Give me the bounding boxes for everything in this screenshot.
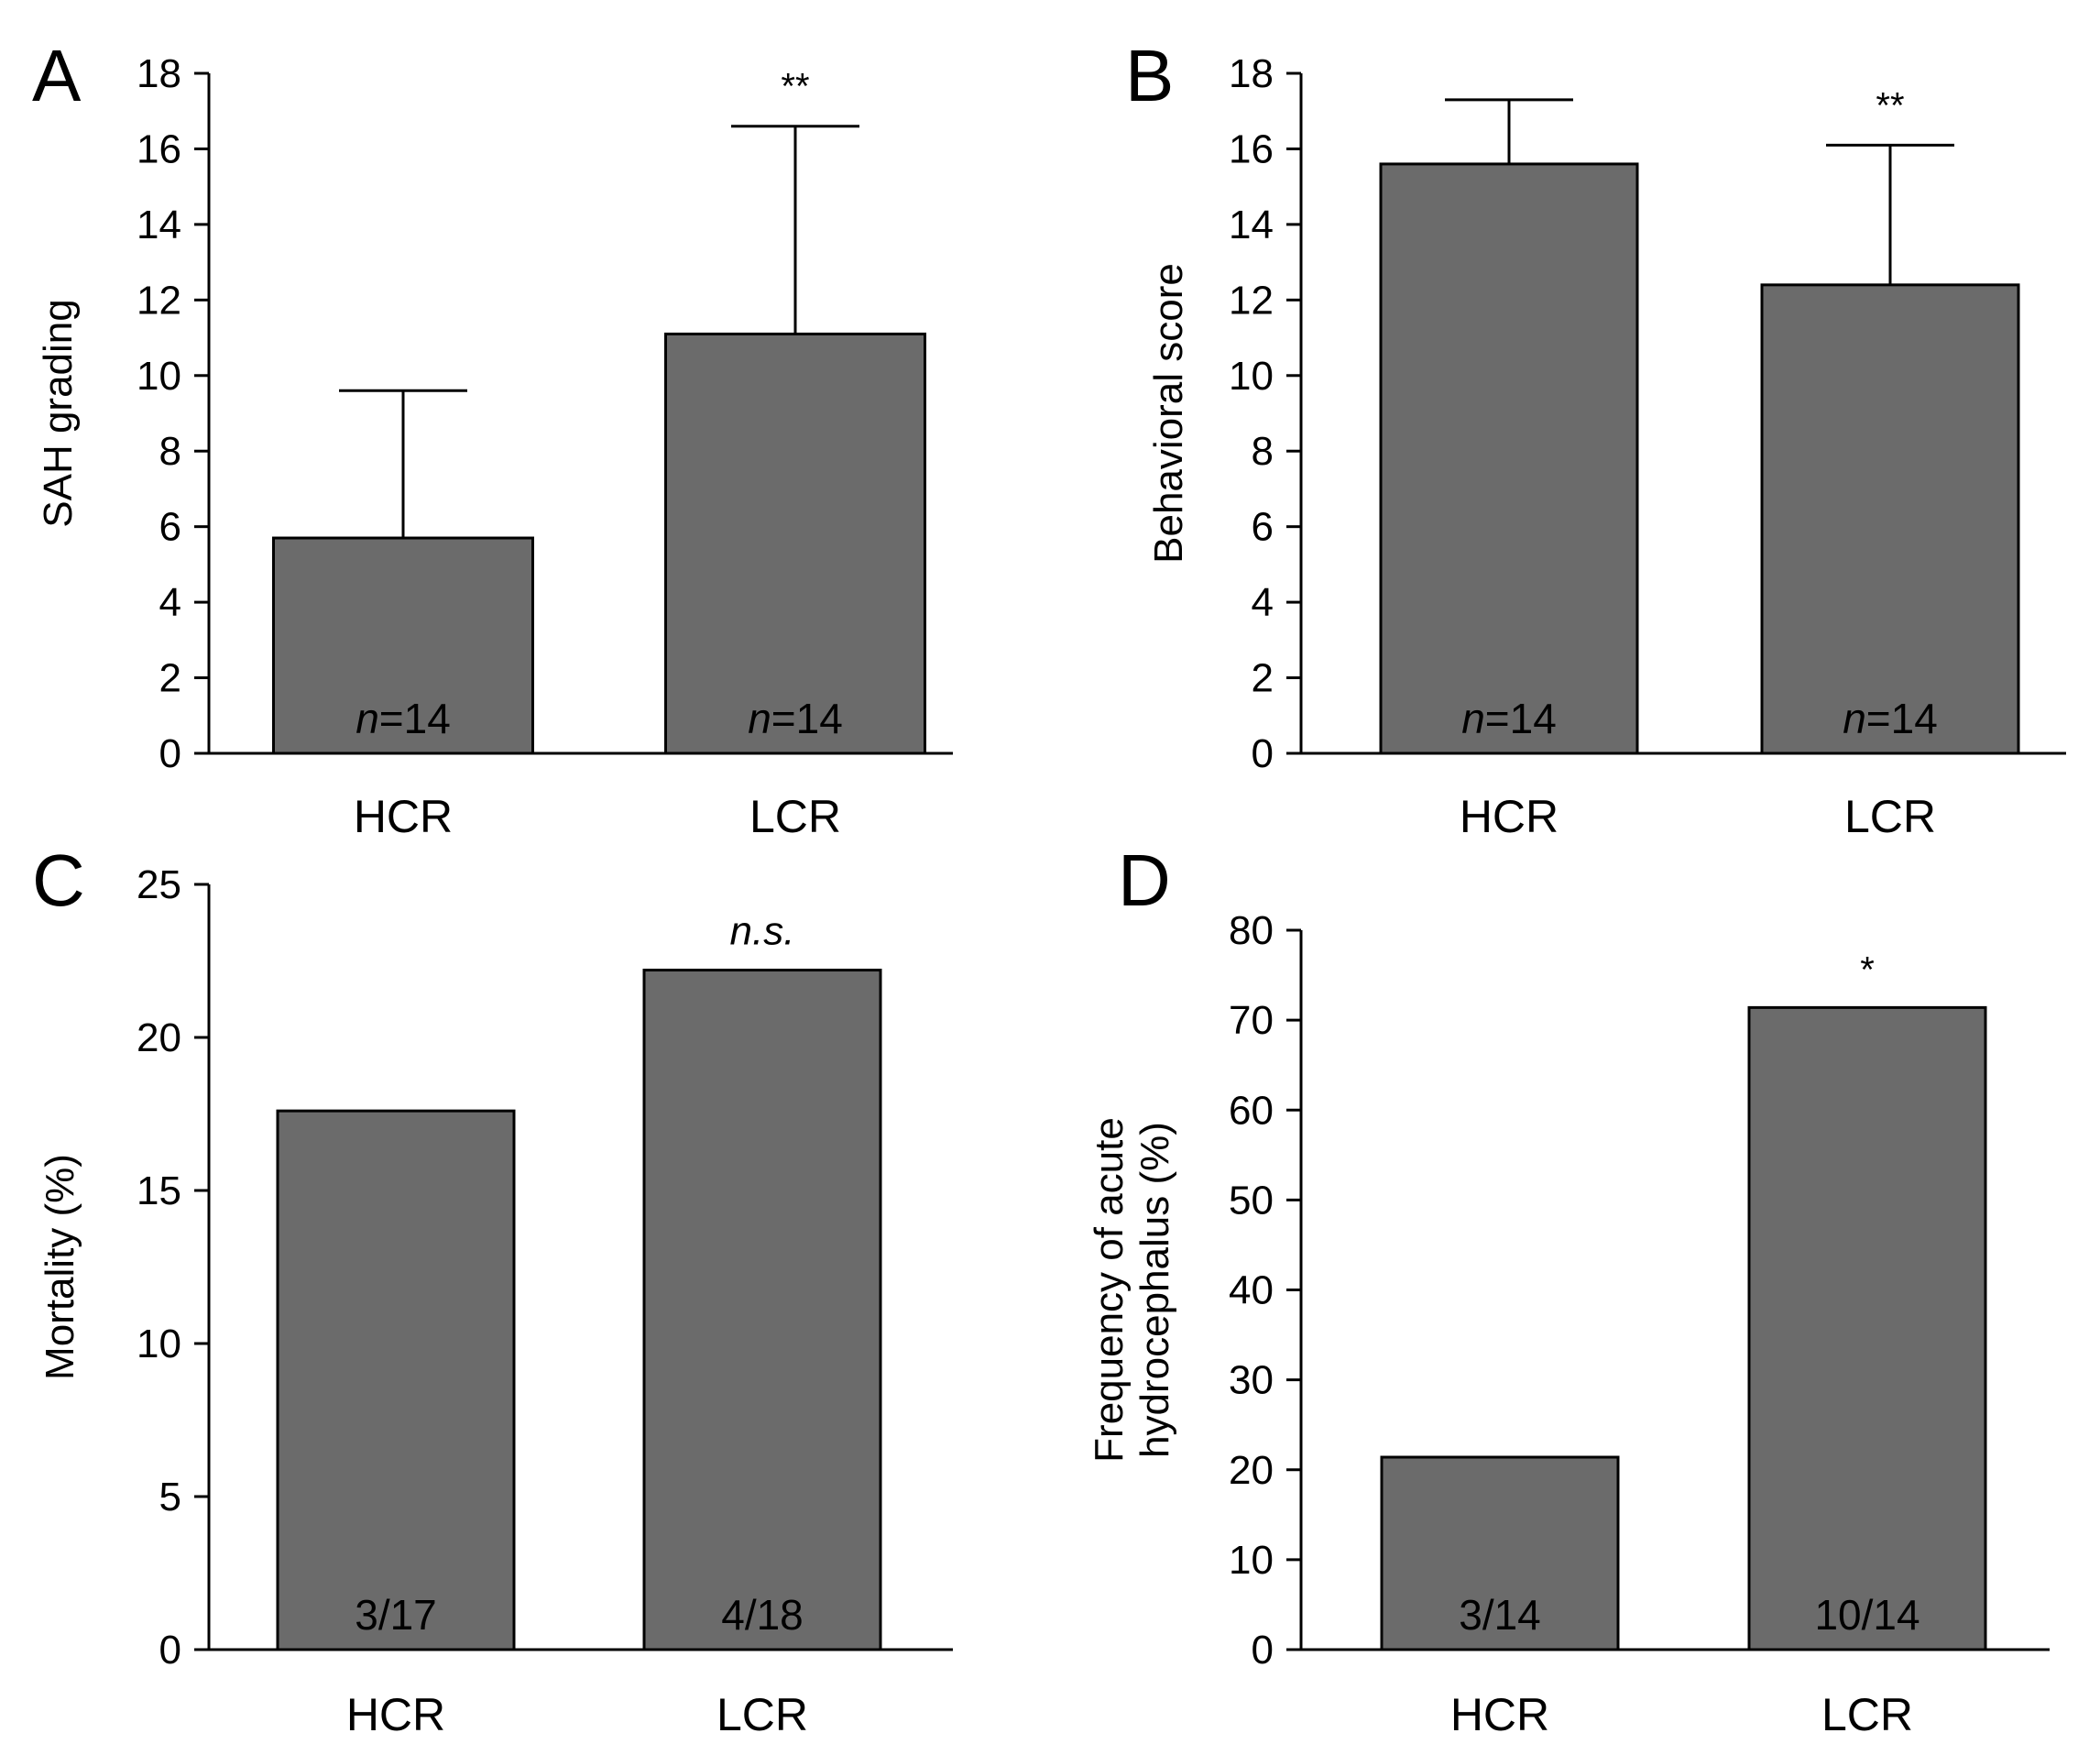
- y-axis-title: SAH grading: [36, 299, 81, 527]
- bar-hcr: [1380, 1455, 1620, 1651]
- significance-marker: n.s.: [730, 909, 795, 954]
- y-tick-label: 16: [1229, 126, 1274, 171]
- panel-letter: C: [32, 839, 85, 921]
- y-axis-title: Mortality (%): [38, 1154, 82, 1380]
- y-axis-title-line: hydrocephalus (%): [1132, 1122, 1177, 1458]
- y-tick-label: 5: [159, 1475, 181, 1519]
- y-tick-label: 80: [1229, 908, 1274, 953]
- bar-sample-label: 4/18: [721, 1591, 804, 1639]
- bar-lcr: [1747, 1005, 1987, 1651]
- y-tick-label: 0: [159, 1628, 181, 1673]
- y-tick-label: 70: [1229, 998, 1274, 1043]
- x-category-label: HCR: [1460, 791, 1559, 842]
- bar-sample-label: n=14: [1843, 695, 1938, 742]
- y-tick-label: 8: [159, 429, 181, 474]
- bar-lcr: [1760, 283, 2020, 755]
- bar-lcr: [664, 332, 926, 755]
- significance-marker: **: [781, 67, 809, 107]
- bar-hcr: [272, 536, 534, 755]
- y-tick-label: 25: [137, 862, 181, 907]
- x-category-label: LCR: [716, 1689, 808, 1740]
- bar-sample-label: n=14: [1461, 695, 1557, 742]
- y-tick-label: 6: [1252, 505, 1274, 550]
- y-tick-label: 10: [1229, 1538, 1274, 1583]
- y-tick-label: 12: [1229, 278, 1274, 323]
- y-tick-label: 20: [1229, 1448, 1274, 1493]
- bar-hcr: [276, 1109, 516, 1651]
- y-tick-label: 12: [137, 278, 181, 323]
- y-tick-label: 8: [1252, 429, 1274, 474]
- y-axis-title: Behavioral score: [1146, 263, 1191, 564]
- y-tick-label: 16: [137, 126, 181, 171]
- y-tick-label: 4: [159, 580, 181, 625]
- panel-letter: D: [1118, 839, 1171, 921]
- y-tick-label: 6: [159, 505, 181, 550]
- y-tick-label: 0: [1252, 731, 1274, 776]
- y-tick-label: 40: [1229, 1268, 1274, 1313]
- y-tick-label: 10: [137, 1322, 181, 1366]
- y-tick-label: 18: [137, 51, 181, 96]
- y-tick-label: 2: [1252, 656, 1274, 701]
- y-tick-label: 0: [1252, 1628, 1274, 1673]
- x-category-label: HCR: [346, 1689, 445, 1740]
- panel-letter: B: [1125, 35, 1174, 116]
- bar-sample-label: 3/14: [1459, 1591, 1541, 1639]
- y-tick-label: 60: [1229, 1088, 1274, 1133]
- y-tick-label: 2: [159, 656, 181, 701]
- x-category-label: HCR: [354, 791, 453, 842]
- y-tick-label: 14: [1229, 203, 1274, 247]
- x-category-label: LCR: [749, 791, 841, 842]
- y-axis-title-line: Frequency of acute: [1087, 1117, 1132, 1463]
- y-tick-label: 4: [1252, 580, 1274, 625]
- panel-a: A 0 2 4 6 8 10 12 14 16 18 SAH grading n=14 HCR n=14 LC…: [32, 35, 953, 842]
- y-tick-label: 50: [1229, 1178, 1274, 1223]
- bar-sample-label: n=14: [748, 695, 843, 742]
- bar-sample-label: 3/17: [355, 1591, 437, 1639]
- y-axis-title: Frequency of acutehydrocephalus (%): [1087, 1117, 1177, 1463]
- y-tick-label: 10: [1229, 354, 1274, 399]
- panel-d: D 0 10 20 30 40 50 60 70 80 Frequency of acutehydr…: [1087, 839, 2050, 1740]
- panel-c: C 0 5 10 15 20 25 Mortality (%) 3/17 HCR 4/18 LCR n.…: [32, 839, 953, 1740]
- x-category-label: LCR: [1821, 1689, 1913, 1740]
- bar-sample-label: 10/14: [1814, 1591, 1920, 1639]
- y-tick-label: 14: [137, 203, 181, 247]
- y-tick-label: 15: [137, 1168, 181, 1213]
- significance-marker: **: [1876, 85, 1904, 126]
- panel-b: B 0 2 4 6 8 10 12 14 16 18 Behavioral score n=14 HCR n…: [1125, 35, 2066, 842]
- y-tick-label: 20: [137, 1015, 181, 1060]
- y-tick-label: 10: [137, 354, 181, 399]
- x-category-label: LCR: [1844, 791, 1936, 842]
- bar-hcr: [1379, 162, 1639, 755]
- bar-lcr: [642, 969, 882, 1651]
- y-tick-label: 18: [1229, 51, 1274, 96]
- y-tick-label: 0: [159, 731, 181, 776]
- y-tick-label: 30: [1229, 1358, 1274, 1403]
- significance-marker: *: [1860, 949, 1875, 990]
- bar-sample-label: n=14: [355, 695, 451, 742]
- x-category-label: HCR: [1450, 1689, 1549, 1740]
- panel-letter: A: [32, 35, 82, 116]
